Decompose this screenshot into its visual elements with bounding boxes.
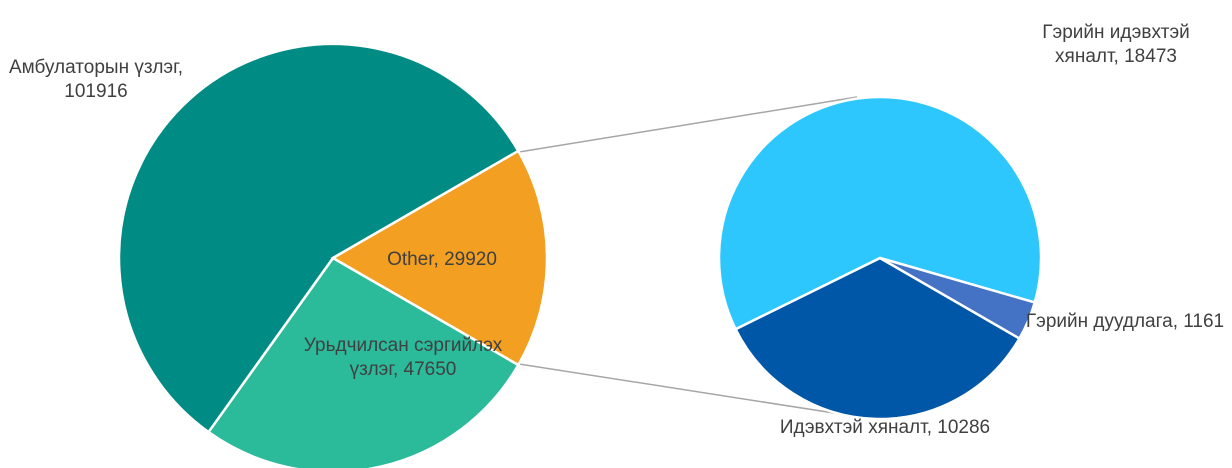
data-label: Идэвхтэй хяналт, 10286 — [779, 417, 991, 438]
label-box: Идэвхтэй хяналт, 10286 — [779, 417, 991, 438]
label-box: Гэрийн дуудлага, 1161 — [1025, 311, 1225, 332]
label-box: Амбулаторын үзлэг, 101916 — [8, 57, 184, 102]
label-box: Урьдчилсан сэргийлэх үзлэг, 47650 — [303, 335, 503, 380]
connector-line — [518, 96, 858, 153]
pie-slice — [117, 42, 521, 434]
data-label: Гэрийн дуудлага, 1161 — [1025, 311, 1225, 332]
data-label: Гэрийн идэвхтэй хяналт, 18473 — [1042, 22, 1190, 67]
pie-slice — [717, 95, 1043, 331]
pie-slice — [330, 149, 549, 367]
pie-slice — [879, 256, 1037, 341]
data-label: Урьдчилсан сэргийлэх үзлэг, 47650 — [303, 335, 503, 380]
connector-line — [518, 363, 867, 419]
data-label: Other, 29920 — [387, 249, 497, 270]
label-box: Other, 29920 — [387, 249, 497, 270]
pie-slice — [206, 256, 521, 468]
data-label: Амбулаторын үзлэг, 101916 — [8, 57, 184, 102]
label-box: Гэрийн идэвхтэй хяналт, 18473 — [1042, 22, 1190, 67]
